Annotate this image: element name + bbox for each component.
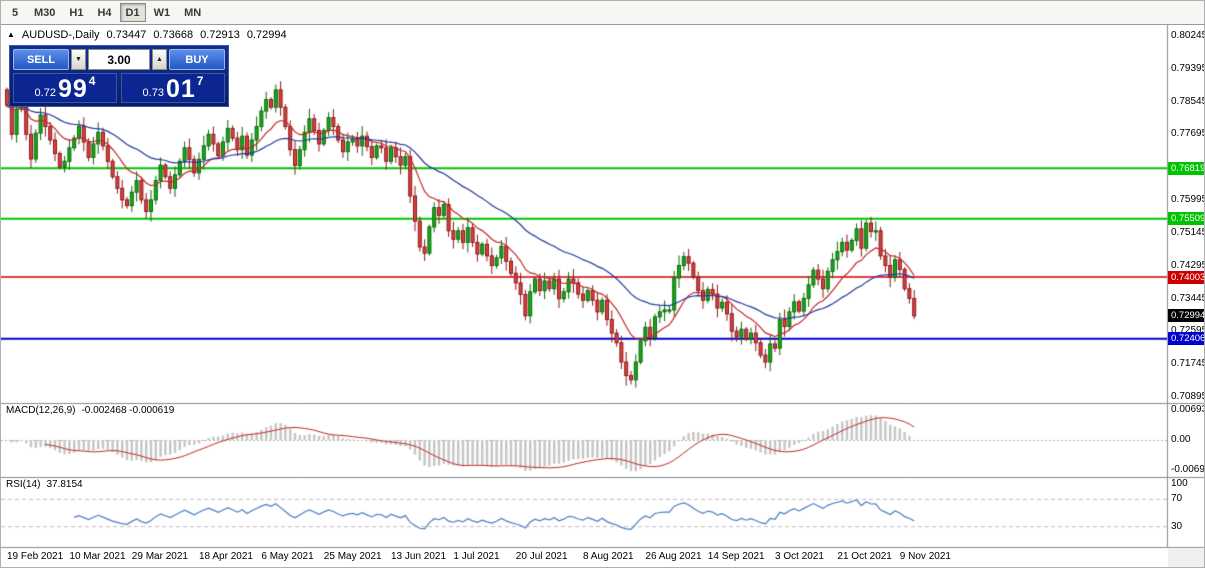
- price-axis-label: 0.75145: [1171, 226, 1205, 238]
- date-axis-label: 18 Apr 2021: [199, 551, 253, 562]
- date-axis-label: 26 Aug 2021: [645, 551, 702, 562]
- trade-buttons-row: SELL ▼ ▲ BUY: [13, 49, 225, 70]
- price-axis-label: 0.74295: [1171, 259, 1205, 271]
- timeframe-button-h4[interactable]: H4: [91, 3, 117, 22]
- date-axis-label: 21 Oct 2021: [837, 551, 892, 562]
- timeframe-button-5[interactable]: 5: [4, 3, 26, 22]
- price-axis-label: 0.73445: [1171, 292, 1205, 304]
- rsi-indicator-label: RSI(14) 37.8154: [6, 479, 83, 490]
- date-axis-label: 9 Nov 2021: [899, 551, 951, 562]
- date-axis-label: 14 Sep 2021: [707, 551, 765, 562]
- ohlc-open-value: 0.73447: [106, 29, 147, 41]
- one-click-toggle-icon[interactable]: ▲: [7, 30, 15, 39]
- date-axis-label: 20 Jul 2021: [515, 551, 568, 562]
- ohlc-high-value: 0.73668: [153, 29, 194, 41]
- macd-values: -0.002468 -0.000619: [81, 405, 175, 416]
- sell-price-big: 99: [57, 75, 88, 103]
- price-axis-label: 0.79395: [1171, 62, 1205, 74]
- buy-price-big: 01: [165, 75, 196, 103]
- date-axis-label: 6 May 2021: [261, 551, 314, 562]
- timeframe-button-w1[interactable]: W1: [148, 3, 177, 22]
- price-axis-label: 0.77695: [1171, 128, 1205, 140]
- rsi-axis-label: 70: [1171, 493, 1183, 505]
- sell-button[interactable]: SELL: [13, 49, 69, 70]
- price-axis-label: 0.78545: [1171, 95, 1205, 107]
- volume-decrease-button[interactable]: ▼: [71, 49, 86, 70]
- rsi-axis-label: 30: [1171, 520, 1183, 532]
- price-axis-label: 0.72595: [1171, 325, 1205, 337]
- trade-prices-row: 0.72 99 4 0.73 01 7: [13, 73, 225, 103]
- rsi-value: 37.8154: [46, 479, 83, 490]
- chevron-up-icon: ▲: [156, 56, 163, 63]
- current-price-tag: 0.72994: [1168, 309, 1204, 323]
- sell-price-small: 0.72: [34, 87, 56, 99]
- sell-price-sup: 4: [88, 74, 96, 88]
- rsi-name: RSI(14): [6, 479, 41, 490]
- timeframe-button-mn[interactable]: MN: [178, 3, 207, 22]
- macd-name: MACD(12,26,9): [6, 405, 76, 416]
- volume-input[interactable]: [88, 49, 150, 70]
- timeframe-button-group: 5 M30 H1 H4 D1 W1 MN: [4, 3, 207, 22]
- ohlc-low-value: 0.72913: [200, 29, 240, 41]
- price-line-tag: 0.75509: [1168, 212, 1204, 226]
- date-axis-label: 13 Jun 2021: [391, 551, 447, 562]
- price-line-tag: 0.74003: [1168, 270, 1204, 284]
- price-axis-label: 0.71745: [1171, 358, 1205, 370]
- ohlc-close-value: 0.72994: [246, 29, 287, 41]
- volume-increase-button[interactable]: ▲: [152, 49, 167, 70]
- price-axis-label: 0.80245: [1171, 30, 1205, 41]
- price-line-tag: 0.72406: [1168, 332, 1204, 346]
- symbol-period-label: AUDUSD-,Daily: [21, 29, 100, 41]
- chart-caption: ▲ AUDUSD-,Daily 0.73447 0.73668 0.72913 …: [7, 29, 287, 41]
- buy-price-display[interactable]: 0.73 01 7: [121, 73, 225, 103]
- date-axis-label: 1 Jul 2021: [453, 551, 500, 562]
- date-axis-label: 10 Mar 2021: [69, 551, 126, 562]
- timeframe-button-h1[interactable]: H1: [63, 3, 89, 22]
- chevron-down-icon: ▼: [75, 56, 82, 63]
- rsi-axis-label: 100: [1171, 478, 1188, 489]
- timeframe-toolbar: 5 M30 H1 H4 D1 W1 MN: [1, 1, 1204, 25]
- axis-corner: [1168, 548, 1204, 567]
- macd-axis-label: -0.006936: [1171, 464, 1205, 475]
- date-axis-label: 25 May 2021: [323, 551, 382, 562]
- buy-price-small: 0.73: [142, 87, 164, 99]
- buy-button[interactable]: BUY: [169, 49, 225, 70]
- sell-price-display[interactable]: 0.72 99 4: [13, 73, 117, 103]
- macd-axis-label: 0.006936: [1171, 404, 1204, 415]
- buy-price-sup: 7: [196, 74, 204, 88]
- price-axis-label: 0.75995: [1171, 194, 1205, 206]
- one-click-trading-panel: SELL ▼ ▲ BUY 0.72 99 4 0.73 01 7: [9, 45, 229, 107]
- date-axis-label: 8 Aug 2021: [583, 551, 634, 562]
- price-line-tag: 0.76819: [1168, 161, 1204, 175]
- timeframe-button-m30[interactable]: M30: [28, 3, 61, 22]
- timeframe-button-d1[interactable]: D1: [119, 3, 146, 22]
- macd-axis-label: 0.00: [1171, 434, 1191, 445]
- macd-indicator-label: MACD(12,26,9) -0.002468 -0.000619: [6, 405, 174, 416]
- price-axis-label: 0.70895: [1171, 391, 1205, 402]
- date-axis-label: 29 Mar 2021: [131, 551, 188, 562]
- date-axis-label: 3 Oct 2021: [775, 551, 824, 562]
- date-axis-label: 19 Feb 2021: [7, 551, 64, 562]
